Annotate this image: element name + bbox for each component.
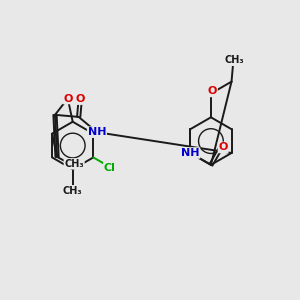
Text: NH: NH bbox=[88, 127, 106, 137]
Text: CH₃: CH₃ bbox=[225, 55, 244, 65]
Text: O: O bbox=[218, 142, 228, 152]
Text: Cl: Cl bbox=[104, 163, 116, 173]
Text: O: O bbox=[63, 94, 73, 103]
Text: NH: NH bbox=[181, 148, 200, 158]
Text: O: O bbox=[208, 86, 217, 96]
Text: CH₃: CH₃ bbox=[63, 186, 83, 196]
Text: O: O bbox=[76, 94, 85, 104]
Text: CH₃: CH₃ bbox=[64, 159, 84, 169]
